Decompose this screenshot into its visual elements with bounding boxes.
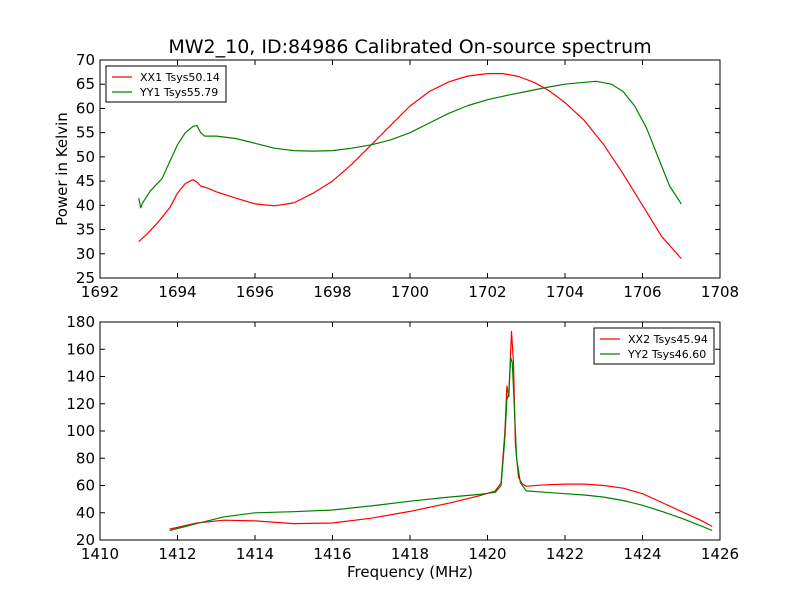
y-tick-label: 45 — [76, 172, 95, 190]
y-tick-label: 65 — [76, 75, 95, 93]
legend-box — [593, 327, 715, 365]
x-tick-label: 1420 — [468, 545, 506, 563]
y-tick-label: 50 — [76, 148, 95, 166]
x-tick-label: 1692 — [81, 283, 119, 301]
y-tick-label: 80 — [76, 449, 95, 467]
legend: XX2 Tsys45.94 YY2 Tsys46.60 — [593, 327, 715, 365]
y-tick-label: 40 — [76, 196, 95, 214]
x-tick-label: 1412 — [158, 545, 196, 563]
x-tick-label: 1704 — [546, 283, 584, 301]
figure-title: MW2_10, ID:84986 Calibrated On-source sp… — [168, 36, 651, 58]
x-tick-label: 1702 — [468, 283, 506, 301]
series-line-0-0 — [138, 72, 682, 259]
x-tick-label: 1418 — [391, 545, 429, 563]
y-tick-label: 40 — [76, 504, 95, 522]
series-line-1-0 — [169, 330, 713, 530]
y-tick-label: 25 — [76, 269, 95, 287]
legend-label: XX2 Tsys45.94 — [628, 333, 708, 346]
legend: XX1 Tsys50.14 YY1 Tsys55.79 — [105, 65, 227, 103]
series-line-1-1 — [169, 356, 713, 532]
y-tick-label: 55 — [76, 124, 95, 142]
x-tick-label: 1410 — [81, 545, 119, 563]
y-tick-label: 160 — [66, 340, 95, 358]
x-tick-label: 1416 — [313, 545, 351, 563]
y-tick-label: 30 — [76, 245, 95, 263]
y-tick-label: 70 — [76, 51, 95, 69]
x-tick-label: 1706 — [623, 283, 661, 301]
x-tick-label: 1698 — [313, 283, 351, 301]
legend-box — [105, 65, 227, 103]
x-tick-label: 1694 — [158, 283, 196, 301]
x-tick-label: 1708 — [701, 283, 739, 301]
x-axis-title: Frequency (MHz) — [347, 563, 473, 581]
y-axis-title: Power in Kelvin — [53, 112, 71, 226]
y-tick-label: 35 — [76, 221, 95, 239]
y-tick-label: 140 — [66, 368, 95, 386]
x-tick-label: 1696 — [236, 283, 274, 301]
legend-label: YY1 Tsys55.79 — [139, 86, 218, 99]
y-tick-label: 100 — [66, 422, 95, 440]
x-tick-label: 1426 — [701, 545, 739, 563]
legend-label: XX1 Tsys50.14 — [140, 71, 220, 84]
y-tick-label: 20 — [76, 531, 95, 549]
y-tick-label: 120 — [66, 395, 95, 413]
bottom-spectrum-panel: 1410 1412 1414 1416 1418 1420 1422 1424 1426 20 40… — [66, 313, 739, 581]
y-tick-label: 180 — [66, 313, 95, 331]
y-tick-label: 60 — [76, 477, 95, 495]
top-spectrum-panel: 1692 1694 1696 1698 1700 1702 1704 1706 1708 25 30… — [53, 51, 739, 301]
x-tick-label: 1422 — [546, 545, 584, 563]
x-tick-label: 1414 — [236, 545, 274, 563]
x-tick-label: 1700 — [391, 283, 429, 301]
series-line-0-1 — [138, 80, 682, 209]
legend-label: YY2 Tsys46.60 — [627, 348, 706, 361]
y-tick-label: 60 — [76, 99, 95, 117]
x-tick-label: 1424 — [623, 545, 661, 563]
